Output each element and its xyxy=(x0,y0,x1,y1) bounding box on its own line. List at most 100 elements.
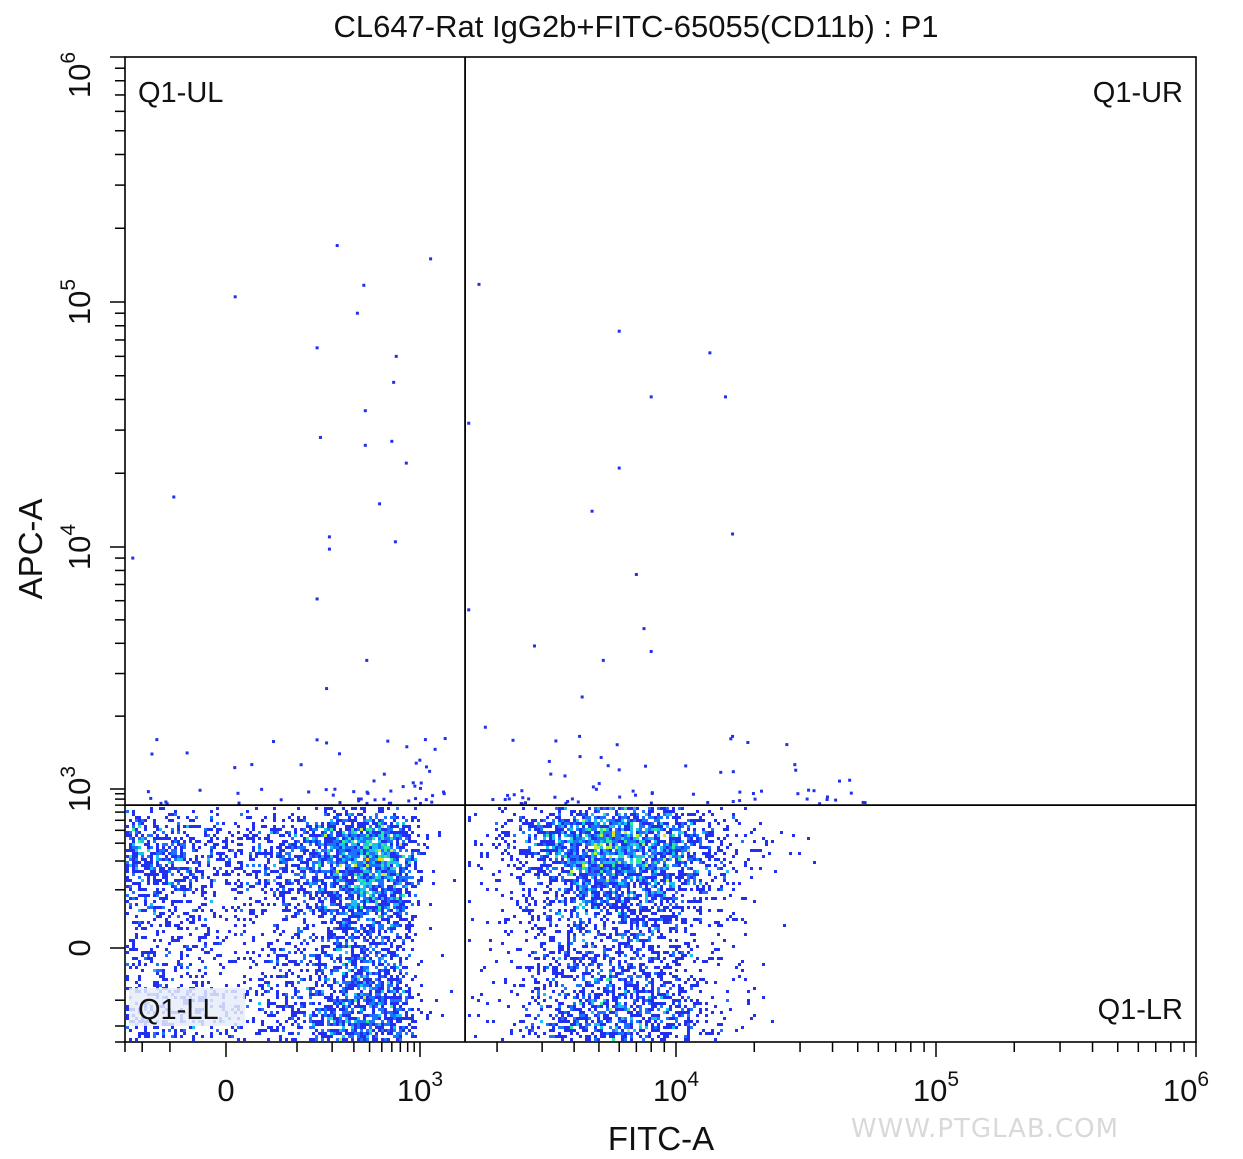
event-dot xyxy=(402,1017,405,1020)
event-dot xyxy=(168,951,171,954)
event-dot xyxy=(648,1020,651,1023)
event-dot xyxy=(366,1020,369,1023)
event-dot xyxy=(651,861,654,864)
event-dot xyxy=(633,894,636,897)
event-dot xyxy=(630,879,633,882)
event-dot xyxy=(618,948,621,951)
event-dot xyxy=(549,1029,552,1032)
event-dot xyxy=(390,831,393,834)
event-dot xyxy=(267,840,270,843)
event-dot xyxy=(381,885,384,888)
event-dot xyxy=(363,1005,366,1008)
event-dot xyxy=(153,894,156,897)
event-dot xyxy=(174,813,177,816)
event-dot xyxy=(318,852,321,855)
event-dot xyxy=(318,897,321,900)
event-dot xyxy=(378,933,381,936)
event-dot xyxy=(546,831,549,834)
event-dot xyxy=(384,930,387,933)
event-dot xyxy=(366,864,369,867)
event-dot xyxy=(309,990,312,993)
event-dot xyxy=(336,948,339,951)
event-dot xyxy=(132,855,135,858)
event-dot xyxy=(603,948,606,951)
event-dot xyxy=(321,990,324,993)
event-dot xyxy=(279,885,282,888)
event-dot xyxy=(372,930,375,933)
event-dot xyxy=(678,855,681,858)
event-dot xyxy=(672,1023,675,1026)
event-dot xyxy=(570,867,573,870)
event-dot xyxy=(648,828,651,831)
event-dot xyxy=(384,1023,387,1026)
event-dot xyxy=(306,882,309,885)
event-dot xyxy=(402,885,405,888)
event-dot xyxy=(312,1026,315,1029)
event-dot xyxy=(288,981,291,984)
event-dot xyxy=(219,855,222,858)
event-dot xyxy=(648,975,651,978)
event-dot xyxy=(573,969,576,972)
event-dot xyxy=(330,858,333,861)
event-dot xyxy=(360,1035,363,1038)
event-dot xyxy=(129,855,132,858)
event-dot xyxy=(249,858,252,861)
event-dot xyxy=(390,909,393,912)
event-dot xyxy=(138,924,141,927)
event-dot xyxy=(261,912,264,915)
event-dot xyxy=(627,846,630,849)
event-dot xyxy=(375,870,378,873)
event-dot xyxy=(138,984,141,987)
event-dot xyxy=(240,864,243,867)
event-dot xyxy=(549,825,552,828)
event-dot xyxy=(624,834,627,837)
event-dot xyxy=(627,873,630,876)
event-dot xyxy=(558,888,561,891)
event-dot xyxy=(144,858,147,861)
event-dot xyxy=(198,906,201,909)
event-dot xyxy=(540,858,543,861)
event-dot xyxy=(534,987,537,990)
event-dot xyxy=(330,1017,333,1020)
event-dot xyxy=(348,1023,351,1026)
event-dot xyxy=(378,993,381,996)
event-dot xyxy=(375,996,378,999)
event-dot xyxy=(552,1026,555,1029)
event-dot xyxy=(402,906,405,909)
event-dot xyxy=(405,879,408,882)
event-dot xyxy=(243,930,246,933)
event-dot xyxy=(723,864,726,867)
event-dot xyxy=(678,870,681,873)
event-dot xyxy=(213,894,216,897)
event-dot xyxy=(264,849,267,852)
event-dot xyxy=(636,954,639,957)
event-dot xyxy=(690,819,693,822)
event-dot xyxy=(363,975,366,978)
event-dot xyxy=(579,855,582,858)
event-dot xyxy=(555,843,558,846)
event-dot xyxy=(576,1017,579,1020)
event-dot xyxy=(429,927,432,930)
event-dot xyxy=(198,915,201,918)
event-dot xyxy=(378,1008,381,1011)
event-dot xyxy=(606,879,609,882)
event-dot xyxy=(726,999,729,1002)
event-dot xyxy=(303,927,306,930)
event-dot xyxy=(552,834,555,837)
event-dot xyxy=(396,861,399,864)
event-dot xyxy=(576,951,579,954)
event-dot xyxy=(204,936,207,939)
event-dot xyxy=(351,978,354,981)
event-dot xyxy=(627,885,630,888)
event-dot xyxy=(639,1020,642,1023)
event-dot xyxy=(309,852,312,855)
event-dot xyxy=(138,978,141,981)
event-dot xyxy=(333,1008,336,1011)
event-dot xyxy=(336,858,339,861)
event-dot xyxy=(561,1020,564,1023)
event-dot xyxy=(348,1017,351,1020)
event-dot xyxy=(381,1002,384,1005)
event-dot xyxy=(345,1038,348,1041)
event-dot xyxy=(345,864,348,867)
event-dot xyxy=(579,1002,582,1005)
